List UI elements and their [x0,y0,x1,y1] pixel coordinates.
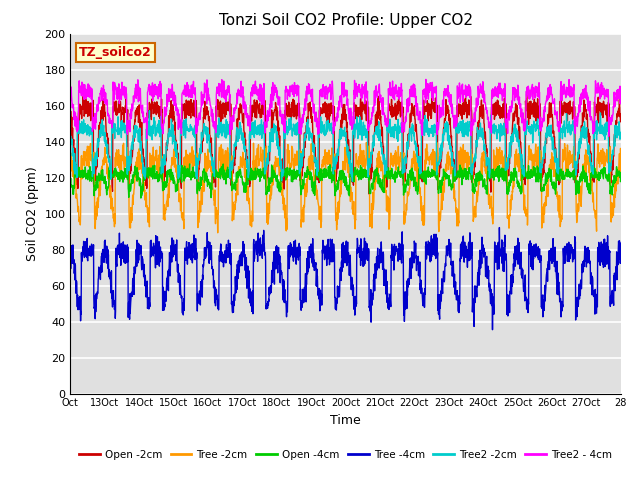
Y-axis label: Soil CO2 (ppm): Soil CO2 (ppm) [26,166,39,261]
Legend: Open -2cm, Tree -2cm, Open -4cm, Tree -4cm, Tree2 -2cm, Tree2 - 4cm: Open -2cm, Tree -2cm, Open -4cm, Tree -4… [75,445,616,464]
Title: Tonzi Soil CO2 Profile: Upper CO2: Tonzi Soil CO2 Profile: Upper CO2 [219,13,472,28]
Text: TZ_soilco2: TZ_soilco2 [79,46,152,59]
X-axis label: Time: Time [330,414,361,427]
